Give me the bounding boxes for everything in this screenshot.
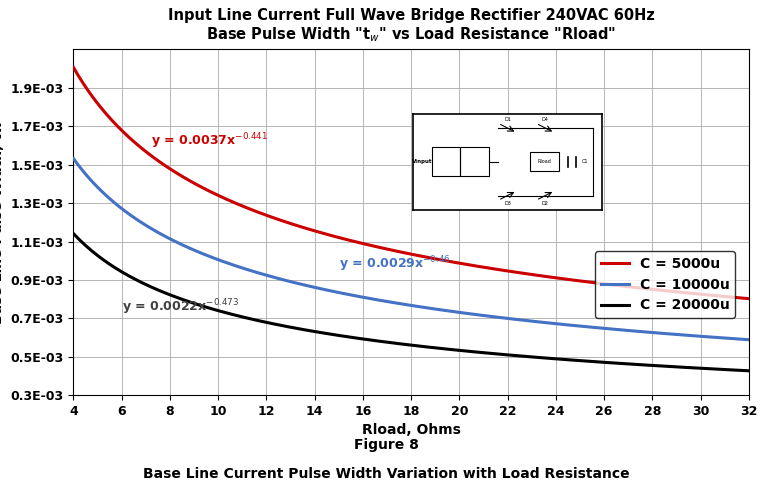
Text: y = 0.0022x$^{-0.473}$: y = 0.0022x$^{-0.473}$ xyxy=(122,298,239,317)
Text: C1: C1 xyxy=(581,159,587,165)
Text: D3: D3 xyxy=(504,201,511,206)
Text: Vinput: Vinput xyxy=(412,159,433,165)
Title: Input Line Current Full Wave Bridge Rectifier 240VAC 60Hz
Base Pulse Width "t$_w: Input Line Current Full Wave Bridge Rect… xyxy=(168,8,655,44)
Text: D2: D2 xyxy=(542,201,549,206)
Text: D4: D4 xyxy=(542,118,549,123)
Text: D1: D1 xyxy=(504,118,511,123)
Text: Base Line Current Pulse Width Variation with Load Resistance: Base Line Current Pulse Width Variation … xyxy=(143,467,629,481)
Legend: C = 5000u, C = 10000u, C = 20000u: C = 5000u, C = 10000u, C = 20000u xyxy=(595,251,735,318)
Bar xyxy=(530,152,559,171)
Bar xyxy=(432,147,460,176)
Text: Rload: Rload xyxy=(537,159,551,165)
X-axis label: Rload, Ohms: Rload, Ohms xyxy=(361,423,461,438)
Y-axis label: Base Line Pulse Width, tw: Base Line Pulse Width, tw xyxy=(0,121,5,324)
Text: y = 0.0029x$^{-0.46}$: y = 0.0029x$^{-0.46}$ xyxy=(339,254,450,274)
Text: y = 0.0037x$^{-0.441}$: y = 0.0037x$^{-0.441}$ xyxy=(151,131,268,151)
Text: Figure 8: Figure 8 xyxy=(354,438,418,452)
Bar xyxy=(460,147,489,176)
